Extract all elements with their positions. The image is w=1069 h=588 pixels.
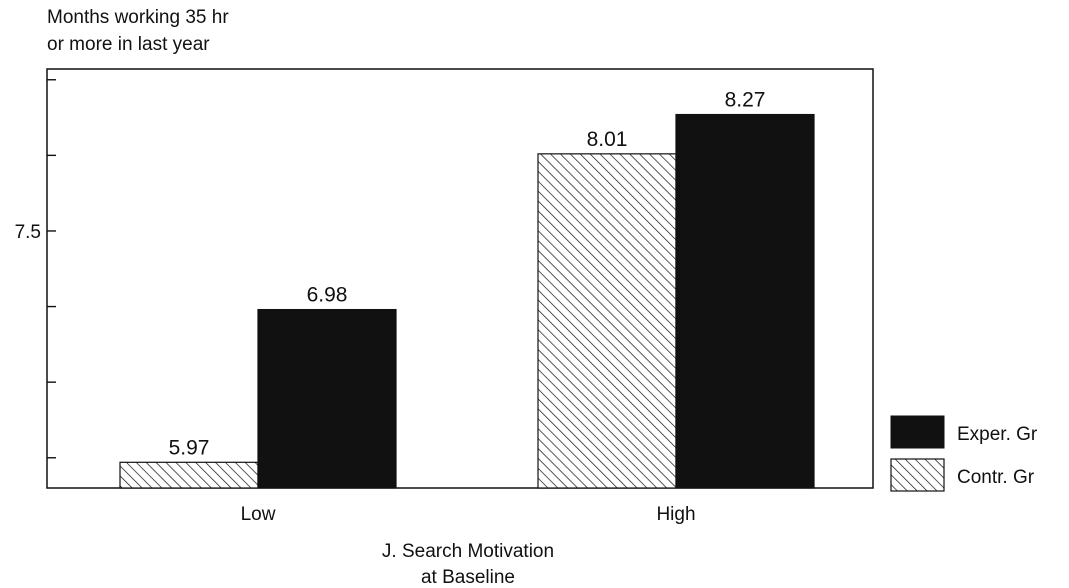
legend-label-exper-gr: Exper. Gr bbox=[957, 424, 1038, 445]
y-axis-ticks: 7.5 bbox=[15, 79, 56, 459]
bar-value-labels: 5.97 6.98 8.01 8.27 bbox=[169, 89, 766, 460]
bar-exper-gr-high bbox=[675, 113, 815, 489]
legend-label-contr-gr: Contr. Gr bbox=[957, 467, 1035, 488]
x-axis-title-line-1: J. Search Motivation bbox=[382, 541, 554, 562]
y-tick-label: 7.5 bbox=[15, 222, 41, 243]
bar-contr-gr-low bbox=[119, 461, 259, 489]
y-axis-title-line-2: or more in last year bbox=[47, 34, 210, 55]
bar-value-label: 6.98 bbox=[307, 284, 348, 307]
bar-exper-gr-low bbox=[257, 308, 397, 489]
legend-swatch-exper-gr bbox=[890, 415, 945, 449]
legend: Exper. Gr Contr. Gr bbox=[890, 415, 1038, 492]
bar-value-label: 8.27 bbox=[725, 89, 766, 112]
x-axis-title-line-2: at Baseline bbox=[421, 567, 515, 588]
category-labels: Low High bbox=[241, 504, 696, 525]
category-label-high: High bbox=[656, 504, 695, 525]
bar-value-label: 5.97 bbox=[169, 436, 210, 459]
plot-frame bbox=[46, 68, 874, 489]
category-label-low: Low bbox=[241, 504, 276, 525]
legend-swatch-contr-gr bbox=[890, 458, 945, 492]
bar-value-label: 8.01 bbox=[587, 128, 628, 151]
y-axis-title-line-1: Months working 35 hr bbox=[47, 7, 229, 28]
bars bbox=[119, 113, 815, 489]
bar-contr-gr-high bbox=[537, 153, 677, 489]
